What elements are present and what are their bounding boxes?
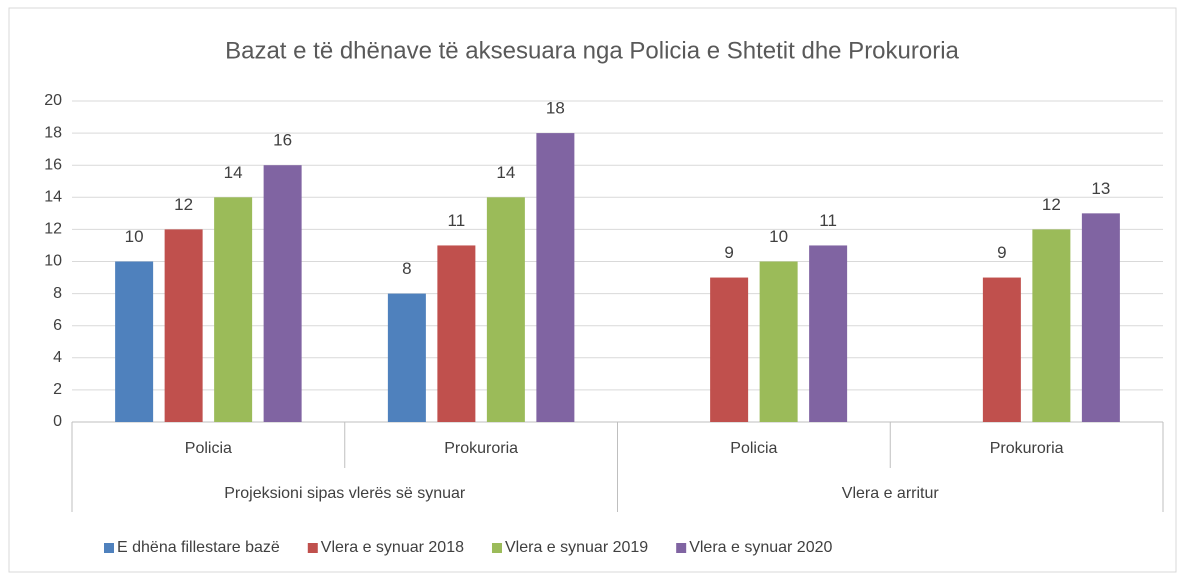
chart-title: Bazat e të dhënave të aksesuara nga Poli… [225, 37, 959, 64]
x-tick-label: Prokuroria [990, 440, 1064, 457]
bar [115, 261, 154, 422]
value-label: 11 [819, 211, 837, 230]
bar [710, 277, 749, 422]
y-tick-label: 0 [53, 413, 62, 430]
value-label: 9 [724, 243, 733, 262]
y-tick-label: 14 [44, 189, 62, 206]
y-tick-label: 18 [44, 124, 62, 141]
y-tick-label: 16 [44, 156, 62, 173]
legend-label: Vlera e synuar 2018 [321, 539, 464, 556]
bar [486, 197, 525, 422]
value-label: 18 [546, 99, 565, 118]
y-tick-label: 20 [44, 92, 62, 109]
value-label: 9 [997, 243, 1006, 262]
y-tick-label: 2 [53, 381, 62, 398]
legend-swatch [307, 543, 318, 553]
value-label: 11 [448, 211, 466, 230]
legend-swatch [676, 543, 687, 553]
y-tick-label: 10 [44, 253, 62, 270]
value-label: 10 [125, 227, 144, 246]
bar [536, 133, 575, 422]
legend-label: Vlera e synuar 2019 [505, 539, 648, 556]
y-tick-label: 6 [53, 317, 62, 334]
value-label: 16 [273, 131, 292, 150]
bar [387, 293, 426, 422]
bar [759, 261, 798, 422]
group-label: Vlera e arritur [842, 485, 940, 502]
value-label: 8 [402, 259, 411, 278]
value-label: 12 [174, 195, 193, 214]
y-tick-label: 4 [53, 349, 62, 366]
bar [809, 245, 848, 422]
bar [437, 245, 476, 422]
x-tick-label: Policia [185, 440, 232, 457]
bar [1032, 229, 1071, 422]
bar [263, 165, 302, 422]
legend-label: E dhëna fillestare bazë [117, 539, 280, 556]
x-tick-label: Policia [730, 440, 777, 457]
value-label: 12 [1042, 195, 1061, 214]
value-label: 13 [1091, 179, 1110, 198]
chart-border [8, 7, 1177, 573]
legend-swatch [491, 543, 502, 553]
legend-label: Vlera e synuar 2020 [689, 539, 832, 556]
x-tick-label: Prokuroria [444, 440, 518, 457]
value-label: 14 [496, 163, 515, 182]
y-tick-label: 12 [44, 221, 62, 238]
value-label: 10 [769, 227, 788, 246]
bar [164, 229, 203, 422]
bar [1081, 213, 1120, 422]
legend-swatch [104, 543, 114, 553]
y-tick-label: 8 [53, 285, 62, 302]
group-label: Projeksioni sipas vlerës së synuar [224, 485, 466, 502]
bar [214, 197, 253, 422]
bar [982, 277, 1021, 422]
value-label: 14 [224, 163, 243, 182]
